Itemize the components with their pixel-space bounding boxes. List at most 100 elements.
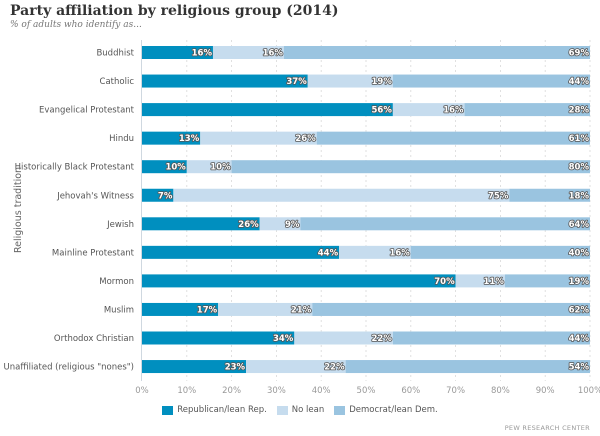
bar-segment bbox=[142, 74, 308, 88]
bar-segment bbox=[142, 360, 247, 374]
bar-segment bbox=[294, 331, 393, 345]
x-tick-label: 20% bbox=[222, 386, 241, 396]
data-label: 64% bbox=[569, 220, 590, 230]
data-label: 16% bbox=[263, 49, 284, 59]
bar-segment bbox=[142, 274, 456, 288]
chart-subtitle: % of adults who identify as... bbox=[10, 20, 142, 30]
x-tick-label: 0% bbox=[135, 386, 149, 396]
data-label: 16% bbox=[192, 49, 213, 59]
bar-segment bbox=[142, 131, 201, 145]
x-tick-label: 40% bbox=[312, 386, 331, 396]
category-label: Muslim bbox=[104, 305, 134, 315]
bar-segment bbox=[212, 46, 284, 59]
category-labels: Buddhist Catholic Evangelical Protestant Hi… bbox=[4, 49, 135, 373]
bar-segment bbox=[200, 131, 317, 145]
x-tick-label: 90% bbox=[536, 386, 555, 396]
bars: 16% 16% 69% 37% 19% 44% 56% 16% 28% 13% 26% 61% 10% 1… bbox=[142, 46, 590, 373]
category-label: Mormon bbox=[99, 277, 134, 287]
x-tick-label: 50% bbox=[357, 386, 376, 396]
category-label: Hindu bbox=[109, 134, 134, 144]
data-label: 13% bbox=[179, 134, 200, 144]
bar-segment bbox=[339, 245, 411, 259]
bar-segment bbox=[312, 302, 590, 316]
data-label: 34% bbox=[273, 334, 294, 344]
category-label: Buddhist bbox=[96, 49, 134, 59]
bar-segment bbox=[142, 331, 295, 345]
x-tick-labels: 0% 10% 20% 30% 40% 50% 60% 70% 80% 90% 100% bbox=[135, 386, 600, 396]
data-label: 17% bbox=[197, 305, 218, 315]
x-tick-label: 100% bbox=[578, 386, 600, 396]
data-label: 44% bbox=[569, 77, 590, 87]
bar-segment bbox=[142, 103, 393, 117]
data-label: 61% bbox=[569, 134, 590, 144]
category-label: Orthodox Christian bbox=[54, 334, 134, 344]
bar-segment bbox=[283, 46, 590, 59]
bar-chart: 16% 16% 69% 37% 19% 44% 56% 16% 28% 13% 26% 61% 10% 1… bbox=[4, 40, 600, 396]
x-tick-label: 30% bbox=[267, 386, 286, 396]
bar-segment bbox=[300, 217, 590, 231]
data-label: 69% bbox=[569, 49, 590, 59]
data-label: 21% bbox=[291, 305, 312, 315]
bar-segment bbox=[186, 160, 232, 174]
data-label: 22% bbox=[372, 334, 393, 344]
data-label: 9% bbox=[285, 220, 300, 230]
bar-segment bbox=[173, 188, 510, 202]
chart-title: Party affiliation by religious group (20… bbox=[10, 3, 339, 19]
legend-label: No lean bbox=[291, 405, 325, 415]
data-label: 80% bbox=[569, 163, 590, 173]
legend-item: No lean bbox=[276, 405, 325, 415]
data-label: 26% bbox=[295, 134, 316, 144]
category-label: Mainline Protestant bbox=[52, 248, 135, 258]
bar-segment bbox=[231, 160, 590, 174]
bar-segment bbox=[142, 217, 260, 231]
data-label: 7% bbox=[158, 191, 173, 201]
bar-segment bbox=[142, 46, 213, 59]
bar-segment bbox=[142, 302, 219, 316]
data-label: 10% bbox=[165, 163, 186, 173]
data-label: 40% bbox=[569, 248, 590, 258]
category-label: Historically Black Protestant bbox=[15, 163, 135, 173]
data-label: 10% bbox=[210, 163, 231, 173]
x-tick-label: 60% bbox=[401, 386, 420, 396]
legend-swatch bbox=[276, 405, 288, 415]
bar-segment bbox=[259, 217, 301, 231]
category-label: Catholic bbox=[100, 77, 135, 87]
data-label: 70% bbox=[434, 277, 455, 287]
legend-label: Republican/lean Rep. bbox=[177, 405, 267, 415]
bar-segment bbox=[410, 245, 590, 259]
category-label: Jewish bbox=[106, 220, 134, 230]
bar-segment bbox=[455, 274, 505, 288]
legend: Republican/lean Rep. No lean Democrat/lean… bbox=[0, 405, 600, 415]
x-tick-label: 70% bbox=[446, 386, 465, 396]
data-label: 28% bbox=[569, 106, 590, 116]
bar-segment bbox=[392, 331, 590, 345]
bar-segment bbox=[392, 103, 465, 117]
x-tick-label: 80% bbox=[491, 386, 510, 396]
bar-segment bbox=[142, 160, 187, 174]
data-label: 75% bbox=[488, 191, 509, 201]
category-label: Jehovah's Witness bbox=[56, 191, 134, 201]
data-label: 16% bbox=[389, 248, 410, 258]
data-label: 19% bbox=[372, 77, 393, 87]
bar-segment bbox=[392, 74, 590, 88]
legend-item: Democrat/lean Dem. bbox=[334, 405, 438, 415]
legend-swatch bbox=[162, 405, 174, 415]
bar-segment bbox=[246, 360, 346, 374]
source-credit: PEW RESEARCH CENTER bbox=[504, 424, 590, 432]
bar-segment bbox=[504, 274, 590, 288]
bar-segment bbox=[142, 188, 174, 202]
data-label: 56% bbox=[372, 106, 393, 116]
data-label: 37% bbox=[286, 77, 307, 87]
legend-item: Republican/lean Rep. bbox=[162, 405, 267, 415]
bar-segment bbox=[142, 245, 340, 259]
legend-swatch bbox=[334, 405, 346, 415]
data-label: 44% bbox=[569, 334, 590, 344]
bar-segment bbox=[345, 360, 590, 374]
category-label: Evangelical Protestant bbox=[39, 106, 135, 116]
category-label: Unaffiliated (religious "nones") bbox=[4, 363, 134, 373]
data-label: 16% bbox=[443, 106, 464, 116]
x-tick-label: 10% bbox=[177, 386, 196, 396]
bar-segment bbox=[316, 131, 590, 145]
data-label: 44% bbox=[318, 248, 339, 258]
gridlines bbox=[141, 40, 591, 382]
